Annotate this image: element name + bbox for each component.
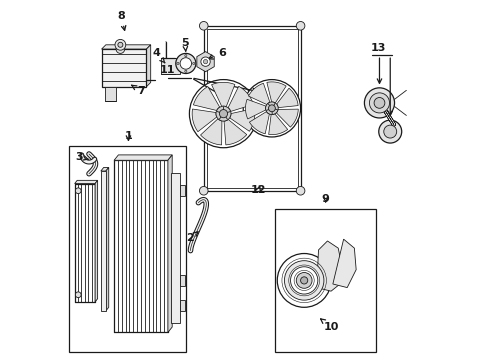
Polygon shape (106, 167, 109, 311)
Circle shape (374, 98, 385, 108)
Circle shape (75, 292, 81, 298)
Circle shape (277, 253, 331, 307)
Polygon shape (248, 83, 270, 104)
Text: 9: 9 (322, 194, 330, 204)
Polygon shape (95, 180, 98, 302)
Bar (69, 146, 186, 352)
Polygon shape (267, 82, 286, 103)
Circle shape (269, 105, 275, 112)
Circle shape (199, 22, 208, 30)
Polygon shape (161, 58, 180, 74)
Circle shape (203, 59, 208, 64)
Text: 6: 6 (209, 48, 226, 59)
Polygon shape (200, 119, 222, 145)
Polygon shape (105, 87, 116, 101)
Text: 5: 5 (181, 38, 189, 51)
Circle shape (369, 93, 390, 113)
Circle shape (296, 186, 305, 195)
Bar (180, 275, 185, 286)
Circle shape (177, 62, 179, 64)
Polygon shape (317, 241, 342, 291)
Text: 10: 10 (320, 319, 339, 332)
Polygon shape (228, 86, 253, 112)
Polygon shape (245, 99, 266, 119)
Circle shape (296, 22, 305, 30)
Circle shape (118, 42, 123, 47)
Bar (101, 171, 106, 311)
Circle shape (185, 70, 187, 72)
Circle shape (291, 267, 318, 294)
Circle shape (75, 188, 81, 194)
Bar (180, 185, 185, 196)
Bar (275, 209, 376, 352)
Polygon shape (333, 239, 356, 288)
Circle shape (193, 62, 195, 64)
Circle shape (365, 88, 394, 118)
Polygon shape (74, 180, 98, 184)
Polygon shape (197, 51, 214, 72)
Text: 11: 11 (160, 65, 175, 75)
Text: 2: 2 (187, 232, 198, 243)
Circle shape (296, 273, 312, 288)
Circle shape (176, 53, 196, 73)
Circle shape (384, 125, 397, 138)
Polygon shape (194, 86, 220, 111)
Polygon shape (212, 82, 235, 107)
Bar (207, 29, 298, 188)
Polygon shape (114, 155, 172, 160)
Text: 3: 3 (75, 152, 89, 162)
Polygon shape (224, 120, 247, 145)
Circle shape (243, 80, 300, 137)
Polygon shape (101, 45, 151, 49)
Bar (180, 300, 185, 311)
Circle shape (190, 80, 258, 148)
Polygon shape (276, 109, 298, 127)
Polygon shape (101, 167, 109, 171)
Text: 13: 13 (371, 43, 386, 53)
Polygon shape (277, 88, 298, 108)
Polygon shape (249, 112, 270, 134)
Bar (101, 49, 147, 87)
Circle shape (379, 120, 402, 143)
Polygon shape (168, 155, 172, 332)
Circle shape (116, 45, 124, 53)
Circle shape (220, 109, 227, 118)
Circle shape (199, 186, 208, 195)
Circle shape (216, 106, 231, 121)
Text: 7: 7 (132, 85, 145, 96)
Polygon shape (230, 108, 255, 131)
Circle shape (201, 57, 210, 66)
Circle shape (115, 40, 126, 50)
Polygon shape (269, 114, 288, 135)
Polygon shape (147, 45, 151, 87)
Circle shape (266, 102, 278, 114)
Polygon shape (192, 109, 217, 132)
Text: 4: 4 (152, 48, 165, 63)
Bar (204, 26, 300, 191)
Circle shape (300, 277, 308, 284)
Text: 12: 12 (251, 185, 267, 195)
Text: 1: 1 (124, 131, 132, 141)
Bar (172, 173, 180, 323)
Circle shape (285, 261, 324, 300)
Text: 8: 8 (118, 11, 126, 30)
Circle shape (180, 58, 192, 69)
Circle shape (185, 54, 187, 57)
